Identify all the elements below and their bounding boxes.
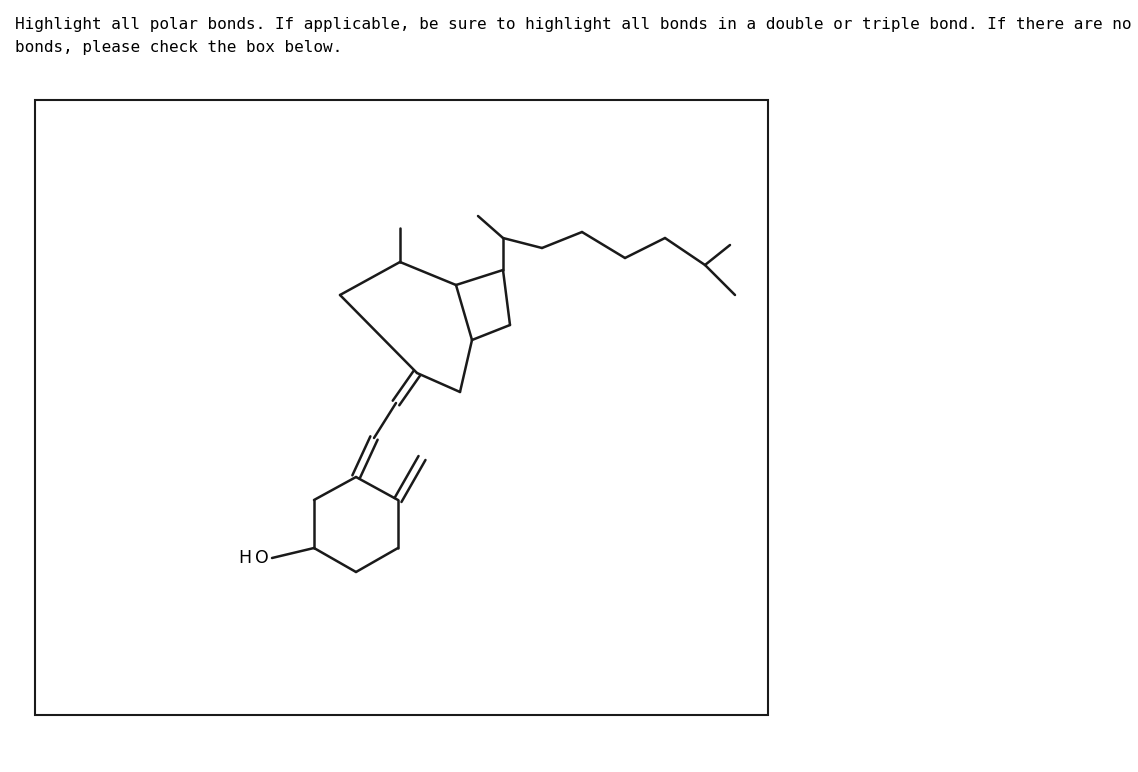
Text: bonds, please check the box below.: bonds, please check the box below. [15,40,343,55]
Text: O: O [255,549,269,567]
Text: H: H [238,549,251,567]
Text: Highlight all polar bonds. If applicable, be sure to highlight all bonds in a do: Highlight all polar bonds. If applicable… [15,17,1138,32]
